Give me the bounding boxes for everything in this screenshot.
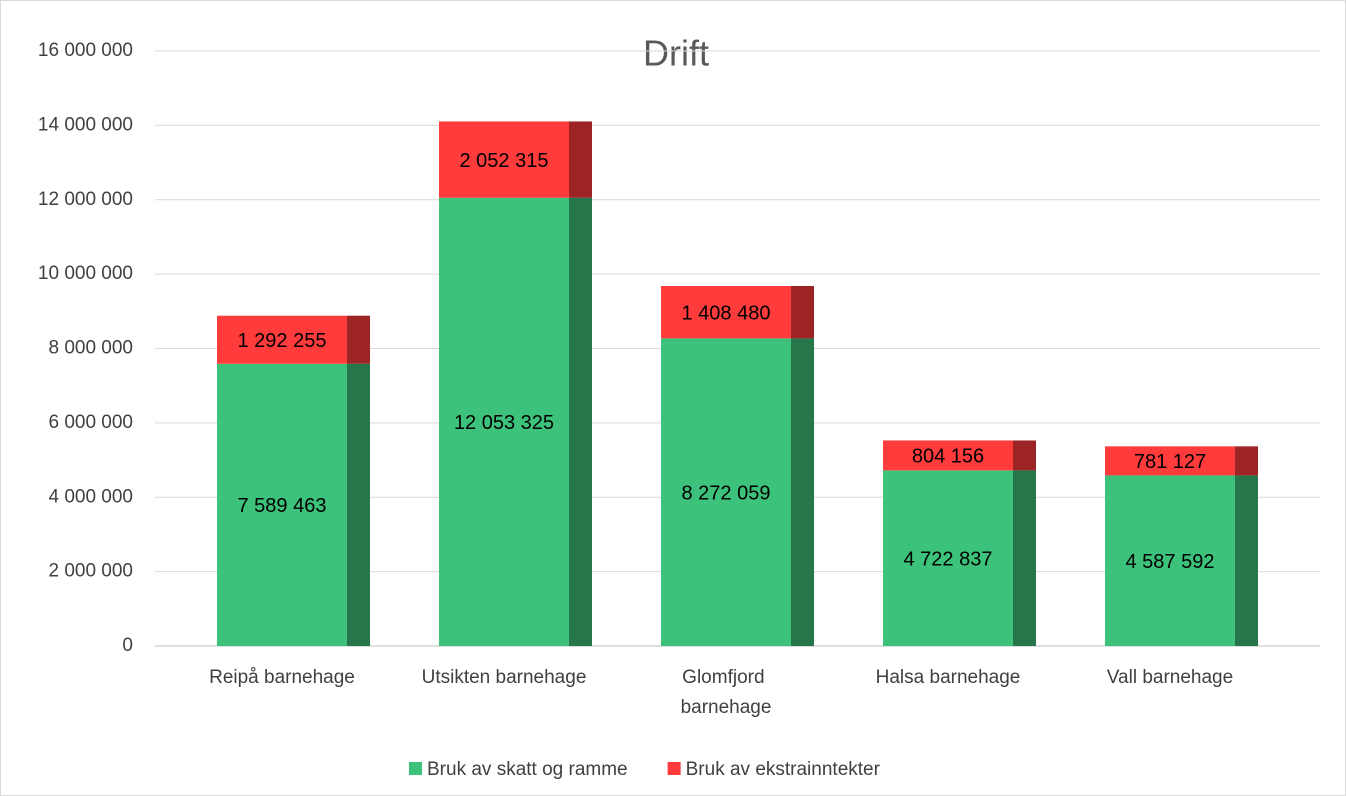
bar <box>1105 475 1258 646</box>
data-label: 4 722 837 <box>904 548 993 570</box>
y-tick-label: 16 000 000 <box>38 40 133 61</box>
bar <box>883 470 1036 646</box>
y-tick-label: 12 000 000 <box>38 189 133 210</box>
bar <box>217 363 370 646</box>
y-tick-label: 14 000 000 <box>38 114 133 135</box>
data-label: 781 127 <box>1134 451 1206 473</box>
x-tick-label: Halsa barnehage <box>876 667 1021 688</box>
x-tick-label: Glomfjord barnehage <box>681 667 772 718</box>
legend-swatch <box>667 762 681 775</box>
y-tick-label: 2 000 000 <box>48 561 133 582</box>
data-label: 8 272 059 <box>682 482 771 504</box>
data-label: 804 156 <box>912 446 984 468</box>
data-label: 12 053 325 <box>454 412 554 434</box>
x-tick-label-line: Glomfjord <box>682 667 770 688</box>
y-tick-label: 4 000 000 <box>48 486 133 507</box>
bar <box>1105 446 1258 476</box>
y-tick-label: 8 000 000 <box>48 338 133 359</box>
y-tick-label: 0 <box>122 635 133 656</box>
data-label: 1 408 480 <box>682 302 771 324</box>
bar <box>883 440 1036 471</box>
x-tick-label-line: barnehage <box>681 697 772 718</box>
x-tick-label: Reipå barnehage <box>209 667 355 688</box>
bar <box>217 315 370 364</box>
bar <box>439 197 592 647</box>
data-label: 7 589 463 <box>238 495 327 517</box>
legend-label: Bruk av ekstrainntekter <box>686 759 881 780</box>
x-tick-label: Utsikten barnehage <box>422 667 587 688</box>
data-label: 2 052 315 <box>460 150 549 172</box>
bar <box>439 121 592 198</box>
legend-label: Bruk av skatt og ramme <box>427 759 628 780</box>
bar <box>661 286 814 339</box>
x-tick-label: Vall barnehage <box>1107 667 1233 688</box>
y-tick-label: 6 000 000 <box>48 412 133 433</box>
data-label: 4 587 592 <box>1126 551 1215 573</box>
y-tick-label: 10 000 000 <box>38 263 133 284</box>
chart-title: Drift <box>643 33 709 74</box>
bar <box>661 338 814 646</box>
legend-swatch <box>409 762 422 775</box>
data-label: 1 292 255 <box>238 330 327 352</box>
